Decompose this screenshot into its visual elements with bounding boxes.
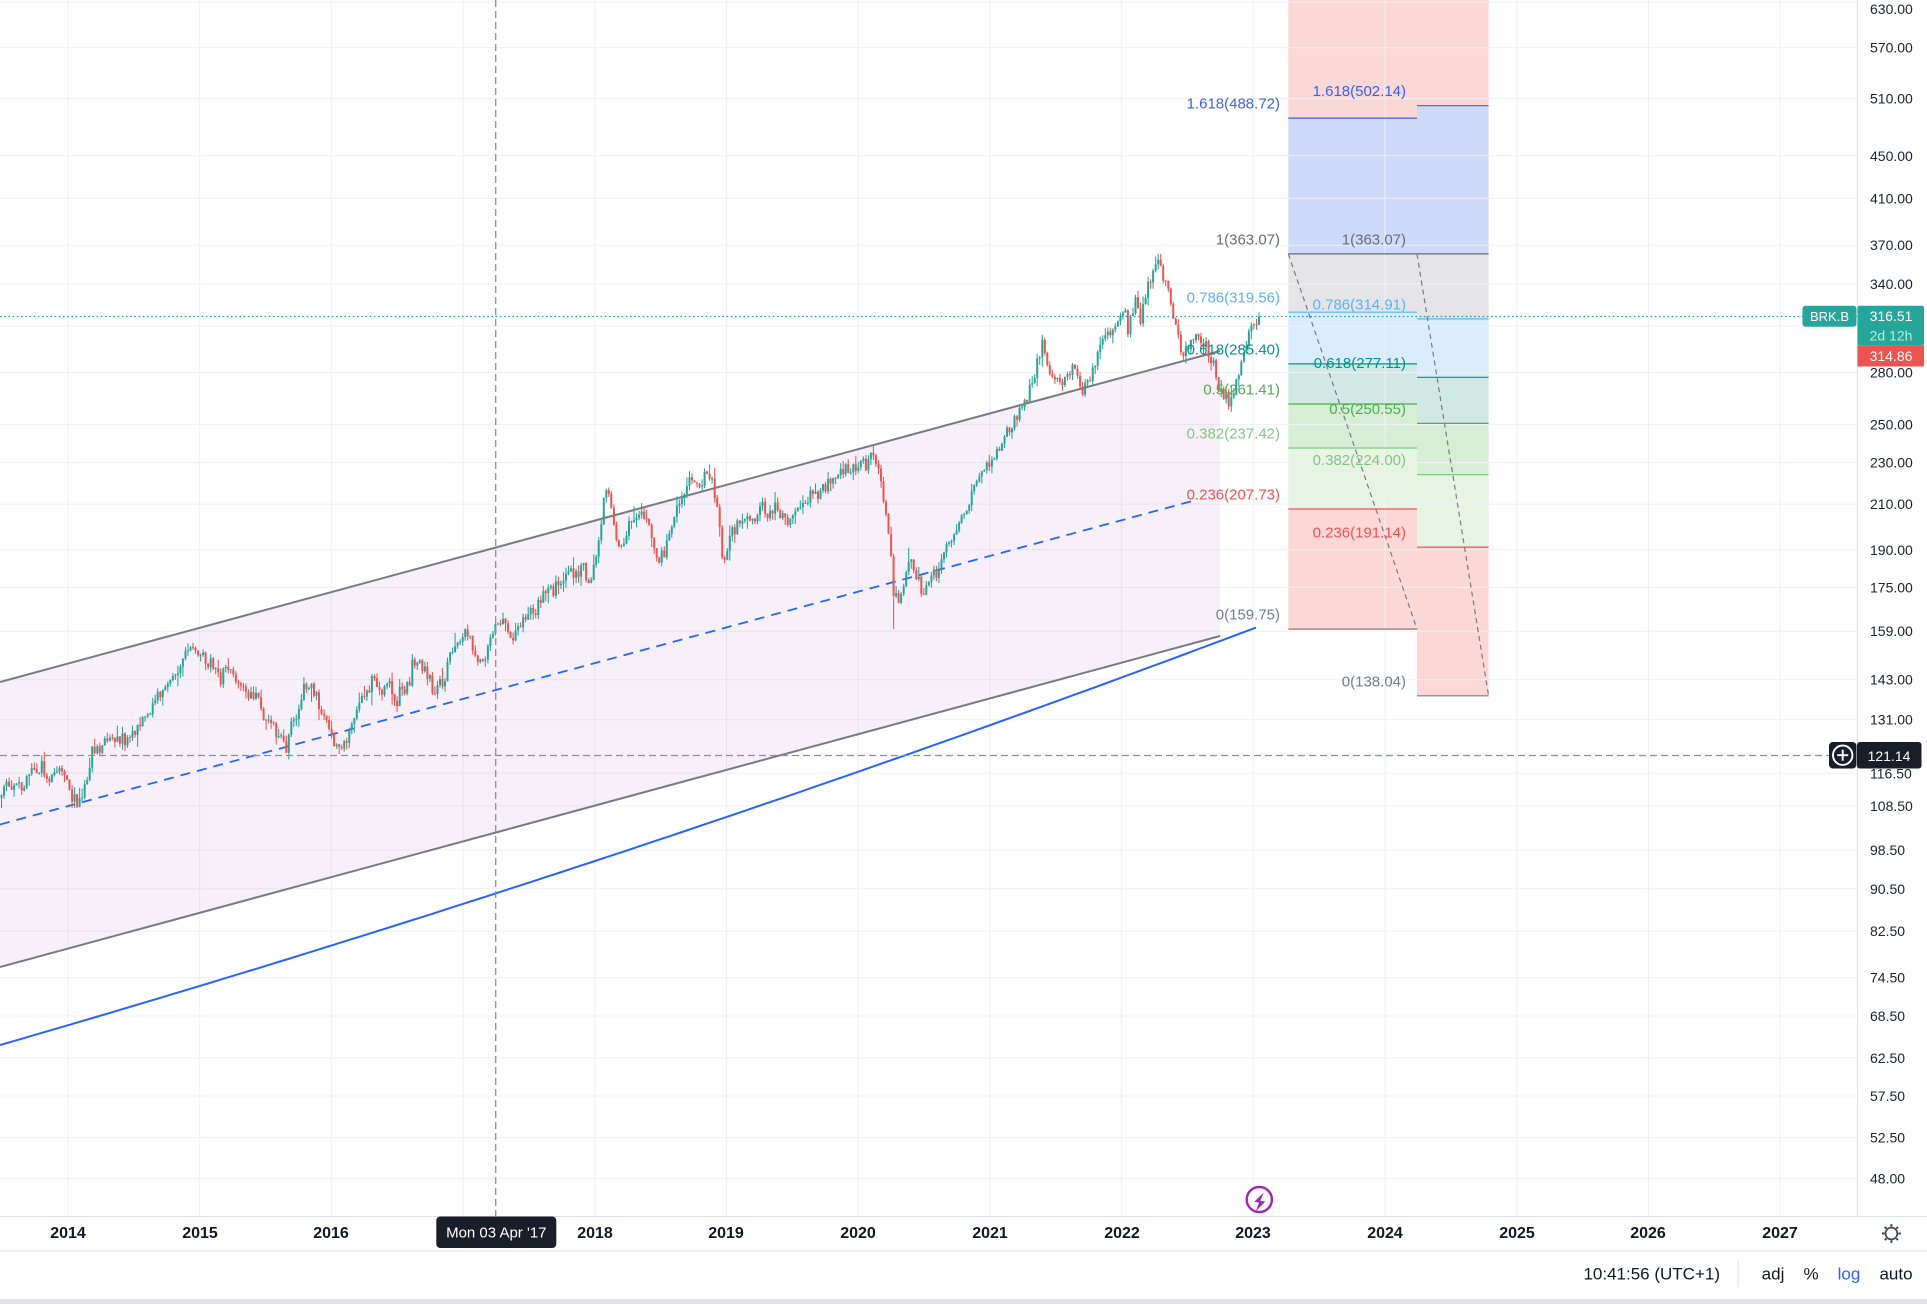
- svg-text:2019: 2019: [708, 1225, 744, 1242]
- svg-text:0.236(207.73): 0.236(207.73): [1187, 487, 1280, 504]
- svg-text:2027: 2027: [1762, 1225, 1798, 1242]
- svg-text:131.00: 131.00: [1870, 712, 1913, 728]
- svg-text:108.50: 108.50: [1870, 798, 1913, 814]
- svg-text:98.50: 98.50: [1870, 842, 1905, 858]
- svg-text:0(138.04): 0(138.04): [1342, 673, 1406, 690]
- svg-text:0.382(237.42): 0.382(237.42): [1187, 426, 1280, 443]
- svg-text:1(363.07): 1(363.07): [1216, 231, 1280, 248]
- svg-text:143.00: 143.00: [1870, 672, 1913, 688]
- svg-text:190.00: 190.00: [1870, 542, 1913, 558]
- svg-text:82.50: 82.50: [1870, 923, 1905, 939]
- svg-text:630.00: 630.00: [1870, 1, 1913, 17]
- svg-text:68.50: 68.50: [1870, 1008, 1905, 1024]
- svg-text:0.786(314.91): 0.786(314.91): [1313, 296, 1406, 313]
- svg-text:2018: 2018: [577, 1225, 613, 1242]
- svg-text:2021: 2021: [972, 1225, 1008, 1242]
- svg-text:1.618(502.14): 1.618(502.14): [1313, 83, 1406, 100]
- svg-text:52.50: 52.50: [1870, 1130, 1905, 1146]
- svg-text:0.5(261.41): 0.5(261.41): [1203, 382, 1280, 399]
- svg-text:1.618(488.72): 1.618(488.72): [1187, 96, 1280, 113]
- svg-text:2023: 2023: [1235, 1225, 1271, 1242]
- svg-text:62.50: 62.50: [1870, 1050, 1905, 1066]
- svg-text:230.00: 230.00: [1870, 455, 1913, 471]
- svg-text:adj: adj: [1762, 1265, 1785, 1284]
- svg-text:0.236(191.14): 0.236(191.14): [1313, 525, 1406, 542]
- svg-text:10:41:56 (UTC+1): 10:41:56 (UTC+1): [1583, 1265, 1720, 1284]
- svg-text:340.00: 340.00: [1870, 276, 1913, 292]
- svg-text:74.50: 74.50: [1870, 970, 1905, 986]
- svg-text:2025: 2025: [1499, 1225, 1535, 1242]
- svg-text:Mon 03 Apr '17: Mon 03 Apr '17: [446, 1225, 546, 1242]
- svg-text:2022: 2022: [1104, 1225, 1140, 1242]
- svg-text:2015: 2015: [182, 1225, 218, 1242]
- svg-text:1(363.07): 1(363.07): [1342, 231, 1406, 248]
- svg-text:2016: 2016: [313, 1225, 349, 1242]
- svg-text:210.00: 210.00: [1870, 496, 1913, 512]
- svg-text:159.00: 159.00: [1870, 623, 1913, 639]
- svg-text:2d 12h: 2d 12h: [1870, 327, 1913, 343]
- svg-text:280.00: 280.00: [1870, 365, 1913, 381]
- svg-text:BRK.B: BRK.B: [1810, 309, 1849, 324]
- svg-text:2020: 2020: [840, 1225, 876, 1242]
- svg-text:90.50: 90.50: [1870, 881, 1905, 897]
- svg-text:410.00: 410.00: [1870, 190, 1913, 206]
- svg-text:auto: auto: [1879, 1265, 1912, 1284]
- svg-text:2024: 2024: [1367, 1225, 1403, 1242]
- svg-text:370.00: 370.00: [1870, 237, 1913, 253]
- svg-text:0.5(250.55): 0.5(250.55): [1329, 401, 1406, 418]
- svg-text:116.50: 116.50: [1870, 765, 1912, 781]
- svg-text:314.86: 314.86: [1870, 348, 1913, 364]
- svg-text:2014: 2014: [50, 1225, 86, 1242]
- svg-text:175.00: 175.00: [1870, 579, 1913, 595]
- svg-text:0.618(285.40): 0.618(285.40): [1187, 341, 1280, 358]
- svg-text:2026: 2026: [1630, 1225, 1666, 1242]
- svg-text:log: log: [1838, 1265, 1861, 1284]
- svg-text:57.50: 57.50: [1870, 1088, 1905, 1104]
- svg-text:%: %: [1803, 1265, 1818, 1284]
- svg-text:250.00: 250.00: [1870, 416, 1913, 432]
- svg-text:450.00: 450.00: [1870, 148, 1913, 164]
- svg-text:0.786(319.56): 0.786(319.56): [1187, 290, 1280, 307]
- svg-text:510.00: 510.00: [1870, 91, 1913, 107]
- svg-text:0.382(224.00): 0.382(224.00): [1313, 452, 1406, 469]
- svg-text:121.14: 121.14: [1868, 748, 1911, 764]
- svg-text:316.51: 316.51: [1870, 308, 1913, 324]
- svg-text:48.00: 48.00: [1870, 1171, 1905, 1187]
- svg-text:0.618(277.11): 0.618(277.11): [1314, 355, 1406, 372]
- svg-text:0(159.75): 0(159.75): [1216, 607, 1280, 624]
- svg-text:570.00: 570.00: [1870, 40, 1913, 56]
